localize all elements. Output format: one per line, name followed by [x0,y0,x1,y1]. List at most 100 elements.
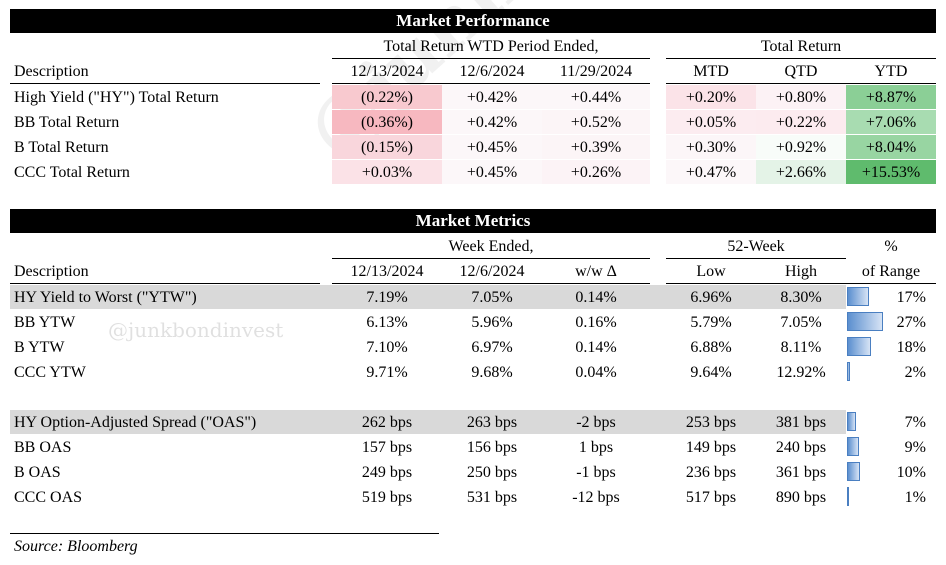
table-cell: 262 bps [361,414,413,431]
range-bar [847,362,850,381]
mp-desc-header: Description [14,63,89,80]
table-cell: 381 bps [775,414,827,431]
table-cell: +0.05% [666,110,756,134]
range-percent: 17% [896,289,926,306]
mp-header-rule [10,83,320,84]
source-note: Source: Bloomberg [14,538,138,555]
table-cell: 157 bps [361,439,413,456]
table-cell: +0.80% [756,85,846,109]
table-row-label: BB YTW [14,314,76,331]
mm-header-rule [10,283,320,284]
table-row-label: BB OAS [14,439,72,456]
range-percent: 10% [896,464,926,481]
range-bar [847,462,860,481]
range-bar [847,412,856,431]
mp-col-header: QTD [784,63,818,80]
table-cell: +8.87% [846,85,936,109]
table-cell: 519 bps [361,489,413,506]
table-cell: 531 bps [466,489,518,506]
mp-header-rule [332,83,650,84]
mm-col-header: 12/13/2024 [350,263,424,280]
table-cell: (0.15%) [332,135,442,159]
mm-group2-header: 52-Week [727,238,785,255]
table-cell: 240 bps [775,439,827,456]
mm-col-header: High [785,263,817,280]
table-cell: +0.44% [542,85,650,109]
table-cell: +15.53% [846,160,936,184]
mp-group2-header: Total Return [760,38,842,55]
table-cell: 5.96% [471,314,513,331]
table-cell: +0.45% [442,135,542,159]
range-percent: 1% [904,489,926,506]
table-cell: +0.30% [666,135,756,159]
shaded-row-background [10,410,846,434]
table-cell: 517 bps [685,489,737,506]
table-cell: +0.92% [756,135,846,159]
table-row-label: BB Total Return [14,114,120,131]
table-cell: +0.20% [666,85,756,109]
table-cell: 6.96% [690,289,732,306]
table-cell: (0.22%) [332,85,442,109]
source-rule [10,533,439,534]
mp-col-header: YTD [874,63,908,80]
range-bar [847,337,871,356]
mp-col-header: 12/6/2024 [459,63,525,80]
table-cell: 9.71% [366,364,408,381]
table-row-label: B Total Return [14,139,109,156]
table-cell: +0.22% [756,110,846,134]
table-cell: +0.45% [442,160,542,184]
mm-col-header: 12/6/2024 [459,263,525,280]
table-cell: 0.16% [575,314,617,331]
mm-col-header: w/w Δ [575,263,617,280]
market-performance-title: Market Performance [10,9,936,33]
table-cell: 156 bps [466,439,518,456]
table-cell: +0.42% [442,110,542,134]
mm-col-header: Low [696,263,726,280]
mp-header-rule [666,83,936,84]
table-cell: 0.14% [575,339,617,356]
table-cell: -2 bps [576,414,616,431]
table-cell: (0.36%) [332,110,442,134]
table-cell: 7.19% [366,289,408,306]
table-cell: -12 bps [572,489,620,506]
mp-col-header: 11/29/2024 [559,63,633,80]
mm-desc-header: Description [14,263,89,280]
market-metrics-title: Market Metrics [10,209,936,233]
table-row-label: CCC YTW [14,364,86,381]
table-cell: +0.47% [666,160,756,184]
table-cell: 12.92% [776,364,826,381]
mp-group2-rule [666,58,936,59]
table-cell: +0.52% [542,110,650,134]
table-cell: 6.88% [690,339,732,356]
table-cell: 250 bps [466,464,518,481]
range-percent: 27% [896,314,926,331]
table-cell: +7.06% [846,110,936,134]
table-cell: 9.64% [690,364,732,381]
table-cell: 0.14% [575,289,617,306]
table-row-label: B YTW [14,339,65,356]
table-cell: 7.05% [471,289,513,306]
table-cell: 5.79% [690,314,732,331]
range-bar [847,287,869,306]
range-percent: 7% [904,414,926,431]
table-cell: 8.30% [780,289,822,306]
table-cell: +0.39% [542,135,650,159]
table-cell: +0.03% [332,160,442,184]
mp-col-header: MTD [693,63,729,80]
range-percent: 18% [896,339,926,356]
table-cell: 9.68% [471,364,513,381]
table-cell: 7.05% [780,314,822,331]
table-cell: 8.11% [780,339,822,356]
table-cell: 263 bps [466,414,518,431]
table-cell: -1 bps [576,464,616,481]
mm-header-rule [332,283,650,284]
range-bar [847,437,859,456]
table-cell: +2.66% [756,160,846,184]
table-cell: 0.04% [575,364,617,381]
mm-header-rule [666,283,936,284]
mm-group3-header: % [884,238,898,255]
table-row-label: High Yield ("HY") Total Return [14,89,219,106]
range-bar [847,312,883,331]
mp-group1-rule [332,58,650,59]
mm-group1-rule [332,258,650,259]
